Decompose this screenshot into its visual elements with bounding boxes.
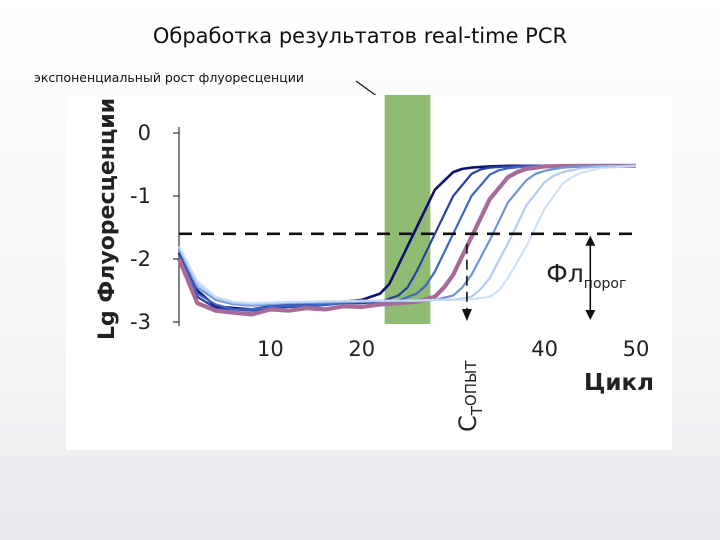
ct-label-main: С — [454, 415, 482, 432]
series-line-4 — [177, 163, 636, 317]
ct-label-rest: ОПЫТ — [462, 360, 480, 406]
ct-marker — [461, 243, 472, 321]
threshold-arrow-down — [585, 310, 596, 320]
callout-label: экспоненциальный рост флуоресценции — [34, 70, 304, 85]
slide-title: Обработка результатов real-time PCR — [152, 24, 568, 48]
y-axis-label: Lg Флуоресценции — [95, 98, 120, 340]
amplification-chart: 0 -1 -2 -3 10 20 40 50 Lg Флуоресценции Цикл Фл… — [95, 95, 654, 432]
x-tick-label: 20 — [348, 337, 375, 361]
y-tick-label: -3 — [130, 310, 151, 334]
chart-axes — [173, 127, 180, 326]
ct-label: СТОПЫТ — [454, 360, 486, 432]
threshold-label-sub: порог — [584, 276, 627, 292]
series-line-2 — [178, 164, 636, 312]
threshold-label: Флпорог — [546, 259, 626, 292]
tick-labels: 0 -1 -2 -3 10 20 40 50 — [130, 121, 649, 361]
pcr-figure: 0 -1 -2 -3 10 20 40 50 Lg Флуоресценции Цикл Фл… — [66, 95, 672, 450]
y-tick-label: -2 — [130, 247, 151, 271]
exponential-region — [384, 95, 431, 324]
y-tick-label: 0 — [138, 121, 151, 145]
threshold-marker — [585, 235, 596, 320]
x-tick-label: 50 — [623, 337, 650, 361]
x-axis-label: Цикл — [584, 370, 654, 396]
threshold-arrow-up — [585, 235, 596, 246]
y-tick-label: -1 — [130, 184, 151, 208]
threshold-label-main: Фл — [546, 259, 584, 288]
x-tick-label: 40 — [531, 337, 558, 361]
series-group — [177, 163, 637, 317]
x-tick-label: 10 — [257, 337, 284, 361]
ct-label-sub: Т — [468, 405, 486, 416]
ct-arrow-head — [461, 309, 472, 321]
series-line-7 — [178, 164, 637, 305]
